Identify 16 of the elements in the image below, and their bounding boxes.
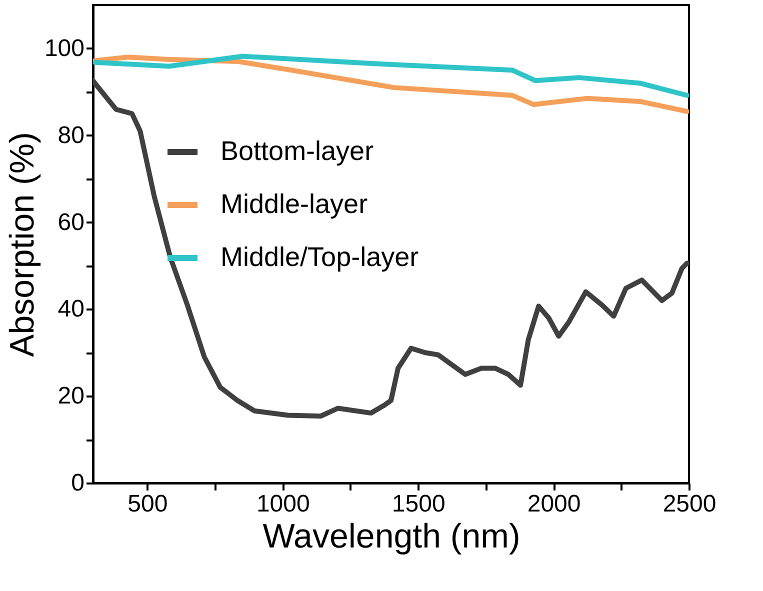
x-axis-title: Wavelength (nm) (262, 518, 520, 556)
y-tick-label: 0 (71, 470, 84, 496)
x-tick-label: 500 (128, 490, 168, 518)
y-tick-label: 40 (58, 296, 84, 323)
legend-label: Middle/Top-layer (220, 242, 419, 272)
y-axis-title: Absorption (%) (3, 132, 42, 357)
y-tick-label: 60 (58, 208, 84, 236)
y-tick-label: 80 (58, 122, 84, 149)
legend-label: Middle-layer (220, 189, 368, 220)
x-tick-label: 2500 (662, 490, 716, 518)
legend-label: Bottom-layer (220, 136, 374, 166)
y-tick-label: 20 (58, 382, 84, 410)
x-tick-label: 2000 (527, 490, 581, 518)
x-tick-label: 1000 (256, 490, 310, 518)
x-tick-label: 1500 (392, 490, 446, 518)
y-tick-label: 100 (44, 34, 84, 62)
